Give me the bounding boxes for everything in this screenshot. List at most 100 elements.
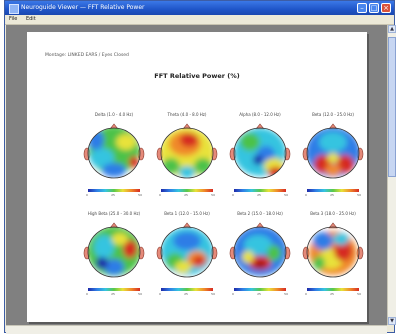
- topo-map-label: Theta (4.0 - 8.0 Hz): [167, 112, 207, 117]
- power-region: [175, 261, 191, 273]
- color-scale-tick: 50: [138, 193, 142, 197]
- color-scale-ticks: 0 25 50: [305, 193, 361, 197]
- title-bar[interactable]: Neuroguide Viewer — FFT Relative Power –…: [5, 1, 394, 15]
- color-scale-bar: [161, 288, 213, 291]
- ear-icon: [356, 246, 364, 260]
- color-scale-ticks: 0 25 50: [159, 292, 215, 296]
- head-map-graphic: [229, 222, 291, 278]
- power-region: [242, 251, 254, 263]
- topo-map-beta3: Beta 3 (18.0 - 25.0 Hz) 0 25 50: [301, 211, 365, 296]
- color-scale-tick: 0: [232, 292, 234, 296]
- color-scale-tick: 50: [211, 193, 215, 197]
- power-region: [253, 155, 263, 165]
- color-scale-tick: 0: [232, 193, 234, 197]
- topo-map-beta2: Beta 2 (15.0 - 18.0 Hz) 0 25 50: [228, 211, 292, 296]
- report-heading: FFT Relative Power (%): [154, 72, 240, 80]
- horizontal-scrollbar[interactable]: [6, 325, 387, 334]
- head-outline: [160, 127, 214, 179]
- power-region: [90, 148, 114, 168]
- head-map-graphic: [302, 222, 364, 278]
- power-region: [334, 241, 352, 261]
- color-scale-ticks: 0 25 50: [86, 193, 142, 197]
- document-viewer: Montage: LINKED EARS / Eyes Closed FFT R…: [6, 25, 387, 325]
- color-scale-ticks: 0 25 50: [159, 193, 215, 197]
- topo-map-beta1: Beta 1 (12.0 - 15.0 Hz) 0 25 50: [155, 211, 219, 296]
- topo-map-label: Delta (1.0 - 4.0 Hz): [94, 112, 134, 117]
- montage-note: Montage: LINKED EARS / Eyes Closed: [45, 53, 129, 58]
- power-region: [123, 240, 137, 258]
- topo-map-hibeta: High Beta (25.0 - 30.0 Hz) 0 25 50: [82, 211, 146, 296]
- color-scale-bar: [234, 189, 286, 192]
- color-scale-tick: 25: [184, 292, 188, 296]
- head-outline: [87, 226, 141, 278]
- power-region: [173, 232, 201, 250]
- scroll-up-icon[interactable]: ▲: [388, 25, 396, 33]
- topo-map-label: Alpha (8.0 - 12.0 Hz): [239, 112, 281, 117]
- power-region: [104, 259, 124, 275]
- report-page: Montage: LINKED EARS / Eyes Closed FFT R…: [27, 32, 367, 322]
- power-region: [96, 257, 108, 269]
- color-scale-bar: [88, 288, 140, 291]
- scroll-down-icon[interactable]: ▼: [388, 317, 396, 325]
- head-map-graphic: [156, 222, 218, 278]
- power-region: [327, 153, 339, 163]
- scroll-thumb[interactable]: [388, 37, 396, 177]
- color-scale-tick: 50: [284, 292, 288, 296]
- head-outline: [160, 226, 214, 278]
- topo-map-label: Beta 2 (15.0 - 18.0 Hz): [237, 211, 283, 216]
- topo-map-label: Beta (12.0 - 25.0 Hz): [312, 112, 354, 117]
- color-scale-tick: 50: [357, 292, 361, 296]
- color-scale-bar: [307, 288, 359, 291]
- topo-map-label: Beta 1 (12.0 - 15.0 Hz): [164, 211, 210, 216]
- close-button[interactable]: ×: [381, 3, 391, 13]
- power-region: [325, 164, 341, 176]
- power-region: [193, 256, 205, 266]
- color-scale-bar: [88, 189, 140, 192]
- color-scale-bar: [307, 189, 359, 192]
- window-title: Neuroguide Viewer — FFT Relative Power: [21, 4, 145, 11]
- color-scale-ticks: 0 25 50: [86, 292, 142, 296]
- color-scale-bar: [234, 288, 286, 291]
- menu-bar: File Edit: [5, 15, 394, 25]
- topo-map-label: Beta 3 (18.0 - 25.0 Hz): [310, 211, 356, 216]
- color-scale-tick: 0: [86, 193, 88, 197]
- color-scale-tick: 50: [284, 193, 288, 197]
- color-scale-tick: 25: [111, 292, 115, 296]
- color-scale-bar: [161, 189, 213, 192]
- menu-file[interactable]: File: [9, 16, 18, 22]
- head-map-graphic: [156, 123, 218, 179]
- color-scale-tick: 50: [357, 193, 361, 197]
- head-map-graphic: [229, 123, 291, 179]
- color-scale-ticks: 0 25 50: [232, 292, 288, 296]
- power-region: [94, 235, 114, 259]
- color-scale-tick: 0: [305, 193, 307, 197]
- menu-edit[interactable]: Edit: [25, 16, 36, 22]
- power-region: [102, 163, 126, 177]
- topo-map-theta: Theta (4.0 - 8.0 Hz) 0 25 50: [155, 112, 219, 197]
- power-region: [333, 233, 349, 245]
- power-region: [244, 235, 272, 255]
- minimize-button[interactable]: –: [357, 3, 367, 13]
- maximize-button[interactable]: □: [369, 3, 379, 13]
- head-outline: [306, 226, 360, 278]
- head-outline: [233, 127, 287, 179]
- topo-map-alpha: Alpha (8.0 - 12.0 Hz) 0 25 50: [228, 112, 292, 197]
- color-scale-tick: 0: [305, 292, 307, 296]
- power-region: [254, 261, 266, 269]
- power-region: [268, 167, 284, 177]
- color-scale-tick: 25: [257, 292, 261, 296]
- color-scale-tick: 25: [330, 193, 334, 197]
- topo-map-delta: Delta (1.0 - 4.0 Hz) 0 25 50: [82, 112, 146, 197]
- color-scale-tick: 25: [330, 292, 334, 296]
- power-region: [313, 232, 333, 250]
- color-scale-tick: 50: [211, 292, 215, 296]
- color-scale-tick: 0: [159, 193, 161, 197]
- color-scale-tick: 25: [111, 193, 115, 197]
- topo-map-beta: Beta (12.0 - 25.0 Hz) 0 25 50: [301, 112, 365, 197]
- app-icon: [9, 4, 19, 14]
- color-scale-tick: 50: [138, 292, 142, 296]
- head-outline: [233, 226, 287, 278]
- color-scale-ticks: 0 25 50: [305, 292, 361, 296]
- vertical-scrollbar[interactable]: ▲ ▼: [387, 25, 396, 325]
- power-region: [180, 133, 198, 147]
